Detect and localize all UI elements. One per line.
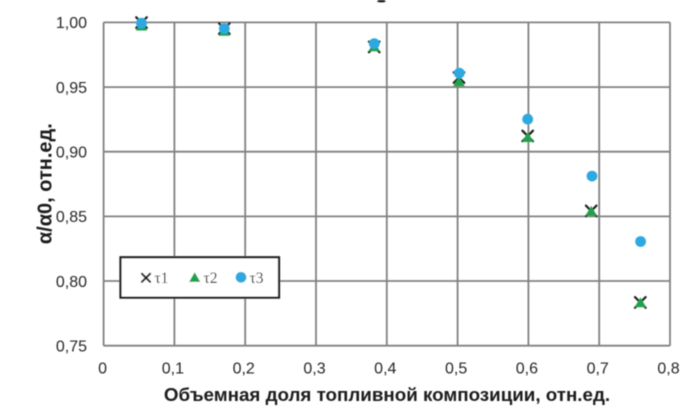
svg-text:0,7: 0,7 [587,361,609,378]
svg-text:τ2: τ2 [204,270,218,287]
svg-text:0,3: 0,3 [303,361,325,378]
svg-text:α/α0, отн.ед.: α/α0, отн.ед. [35,123,57,244]
svg-text:0,8: 0,8 [657,361,679,378]
svg-text:τ1: τ1 [155,270,169,287]
svg-text:0,90: 0,90 [56,145,87,162]
svg-text:0,85: 0,85 [56,209,87,226]
svg-text:0,75: 0,75 [56,339,87,356]
svg-text:Объемная доля топливной композ: Объемная доля топливной композиции, отн.… [164,384,610,405]
svg-text:0,5: 0,5 [445,361,467,378]
svg-text:0,6: 0,6 [516,361,538,378]
svg-text:0,4: 0,4 [374,361,396,378]
svg-text:τ3: τ3 [250,270,264,287]
svg-text:0,95: 0,95 [56,80,87,97]
svg-text:0: 0 [98,361,107,378]
svg-text:0,2: 0,2 [233,361,255,378]
svg-text:0,1: 0,1 [162,361,184,378]
svg-text:0,80: 0,80 [56,274,87,291]
svg-text:1,00: 1,00 [56,15,87,32]
